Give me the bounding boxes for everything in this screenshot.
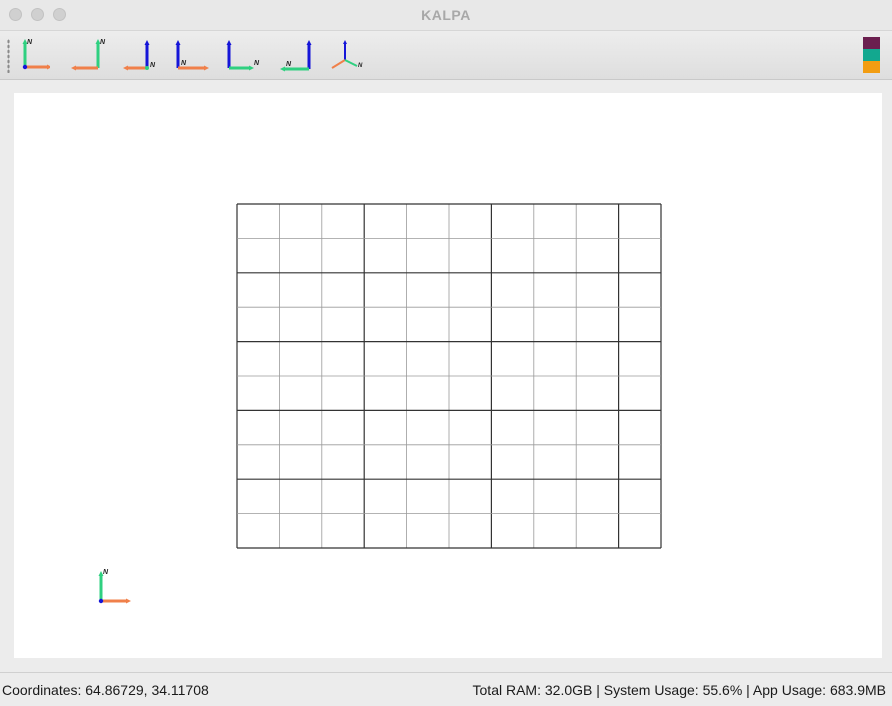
- compass-north-label: N: [103, 569, 109, 576]
- north-label: N: [254, 60, 260, 67]
- grid[interactable]: [236, 203, 662, 549]
- axis-icon: N: [175, 40, 209, 71]
- color-swatches: [863, 37, 880, 73]
- zoom-window-button[interactable]: [53, 8, 66, 21]
- coordinates-readout: Coordinates: 64.86729, 34.11708: [2, 682, 209, 698]
- color-swatch-orange[interactable]: [863, 61, 880, 73]
- drawing-canvas[interactable]: N: [14, 93, 882, 658]
- color-swatch-teal[interactable]: [863, 49, 880, 61]
- axis-icon: N: [226, 40, 260, 71]
- north-label: N: [181, 60, 187, 67]
- minimize-window-button[interactable]: [31, 8, 44, 21]
- color-swatch-purple[interactable]: [863, 37, 880, 49]
- north-label: N: [358, 63, 363, 69]
- axis-view-6-button[interactable]: N: [277, 35, 317, 75]
- axis-icon: N: [280, 40, 312, 72]
- axis-view-4-button[interactable]: N: [170, 35, 210, 75]
- axis-icon: N: [22, 39, 50, 70]
- axis-icon: N: [71, 39, 106, 71]
- axis-icon: N: [123, 40, 156, 71]
- axis-view-5-button[interactable]: N: [222, 35, 262, 75]
- window-title: KALPA: [421, 7, 471, 23]
- compass-icon: N: [98, 569, 131, 604]
- system-usage-readout: Total RAM: 32.0GB | System Usage: 55.6% …: [472, 682, 886, 698]
- north-label: N: [27, 39, 33, 46]
- axis-view-2-button[interactable]: N: [70, 35, 110, 75]
- axis-view-3-button[interactable]: N: [121, 35, 161, 75]
- north-label: N: [150, 62, 156, 69]
- status-bar: Coordinates: 64.86729, 34.11708 Total RA…: [0, 672, 892, 706]
- close-window-button[interactable]: [9, 8, 22, 21]
- toolbar: N N N: [0, 31, 892, 80]
- axis-3d-icon: N: [331, 40, 363, 69]
- north-label: N: [100, 39, 106, 46]
- axis-view-3d-button[interactable]: N: [325, 35, 365, 75]
- toolbar-grip-handle[interactable]: [7, 39, 10, 73]
- axis-view-1-button[interactable]: N: [10, 35, 50, 75]
- title-bar[interactable]: KALPA: [0, 0, 892, 31]
- north-label: N: [286, 61, 292, 68]
